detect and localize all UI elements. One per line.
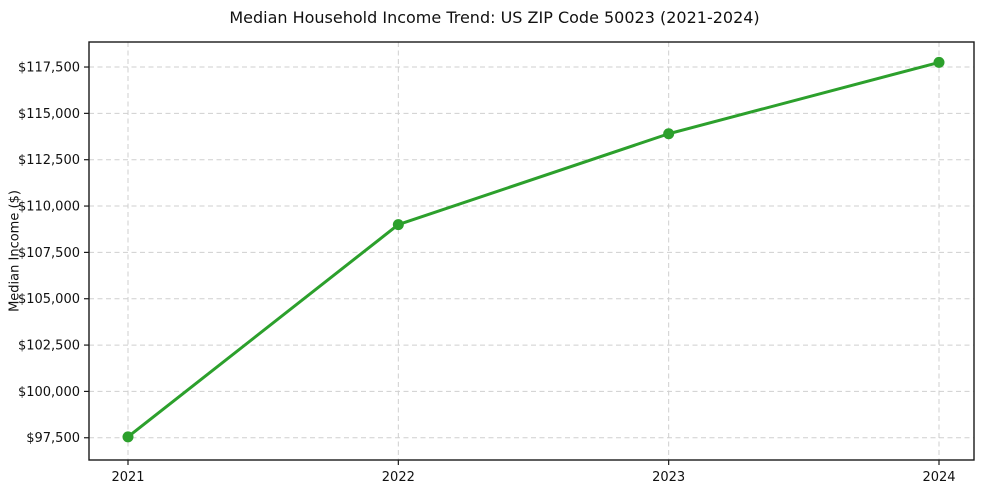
x-tick-label: 2022 — [382, 470, 415, 485]
chart-title: Median Household Income Trend: US ZIP Co… — [229, 8, 760, 27]
data-point — [392, 219, 404, 231]
y-tick-label: $112,500 — [18, 153, 80, 168]
trend-line — [126, 60, 941, 439]
x-tick-label: 2024 — [922, 470, 955, 485]
y-tick-label: $117,500 — [18, 60, 80, 75]
data-point — [663, 128, 675, 140]
x-tick-label: 2023 — [652, 470, 685, 485]
y-tick-label: $102,500 — [18, 338, 80, 353]
y-tick-label: $100,000 — [18, 385, 80, 400]
x-tick-label: 2021 — [111, 470, 144, 485]
data-point — [122, 431, 134, 443]
y-tick-label: $115,000 — [18, 107, 80, 122]
y-tick-label: $97,500 — [26, 431, 80, 446]
y-tick-label: $110,000 — [18, 199, 80, 214]
y-tick-label: $105,000 — [18, 292, 80, 307]
data-point — [933, 56, 945, 68]
axes-spines — [88, 41, 975, 461]
y-tick-label: $107,500 — [18, 246, 80, 261]
